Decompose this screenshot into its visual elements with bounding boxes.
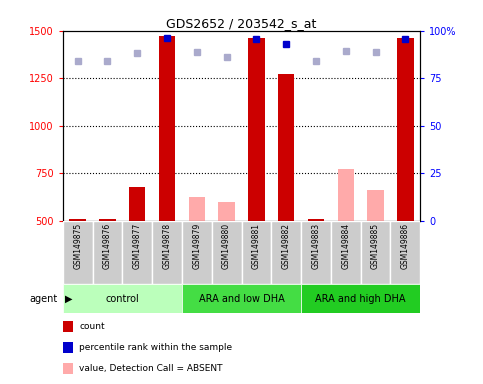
Text: GSM149883: GSM149883: [312, 223, 320, 269]
Bar: [218, 202, 235, 221]
Bar: [129, 187, 145, 221]
Bar: [70, 219, 86, 221]
FancyBboxPatch shape: [361, 221, 390, 284]
FancyBboxPatch shape: [182, 284, 301, 313]
Title: GDS2652 / 203542_s_at: GDS2652 / 203542_s_at: [166, 17, 317, 30]
Text: GSM149876: GSM149876: [103, 223, 112, 269]
FancyBboxPatch shape: [93, 221, 122, 284]
FancyBboxPatch shape: [271, 221, 301, 284]
FancyBboxPatch shape: [331, 221, 361, 284]
Text: GSM149886: GSM149886: [401, 223, 410, 269]
FancyBboxPatch shape: [152, 221, 182, 284]
Bar: [397, 38, 413, 221]
Text: count: count: [79, 322, 105, 331]
FancyBboxPatch shape: [301, 221, 331, 284]
Text: percentile rank within the sample: percentile rank within the sample: [79, 343, 232, 352]
Text: control: control: [105, 293, 139, 304]
Bar: [189, 197, 205, 221]
Text: GSM149875: GSM149875: [73, 223, 82, 269]
Bar: [308, 219, 324, 221]
FancyBboxPatch shape: [242, 221, 271, 284]
FancyBboxPatch shape: [63, 284, 182, 313]
Text: ARA and low DHA: ARA and low DHA: [199, 293, 284, 304]
FancyBboxPatch shape: [390, 221, 420, 284]
Bar: [159, 36, 175, 221]
Bar: [99, 219, 115, 221]
Text: GSM149885: GSM149885: [371, 223, 380, 269]
Text: value, Detection Call = ABSENT: value, Detection Call = ABSENT: [79, 364, 223, 373]
Text: ▶: ▶: [65, 293, 73, 304]
Text: GSM149884: GSM149884: [341, 223, 350, 269]
Text: agent: agent: [30, 293, 58, 304]
Text: GSM149882: GSM149882: [282, 223, 291, 269]
Text: GSM149877: GSM149877: [133, 223, 142, 269]
Text: GSM149880: GSM149880: [222, 223, 231, 269]
Text: GSM149878: GSM149878: [163, 223, 171, 269]
Bar: [248, 38, 265, 221]
Bar: [368, 190, 384, 221]
FancyBboxPatch shape: [212, 221, 242, 284]
FancyBboxPatch shape: [182, 221, 212, 284]
FancyBboxPatch shape: [301, 284, 420, 313]
FancyBboxPatch shape: [122, 221, 152, 284]
Bar: [278, 74, 294, 221]
Text: GSM149879: GSM149879: [192, 223, 201, 269]
Bar: [338, 169, 354, 221]
FancyBboxPatch shape: [63, 221, 93, 284]
Text: ARA and high DHA: ARA and high DHA: [315, 293, 406, 304]
Text: GSM149881: GSM149881: [252, 223, 261, 269]
